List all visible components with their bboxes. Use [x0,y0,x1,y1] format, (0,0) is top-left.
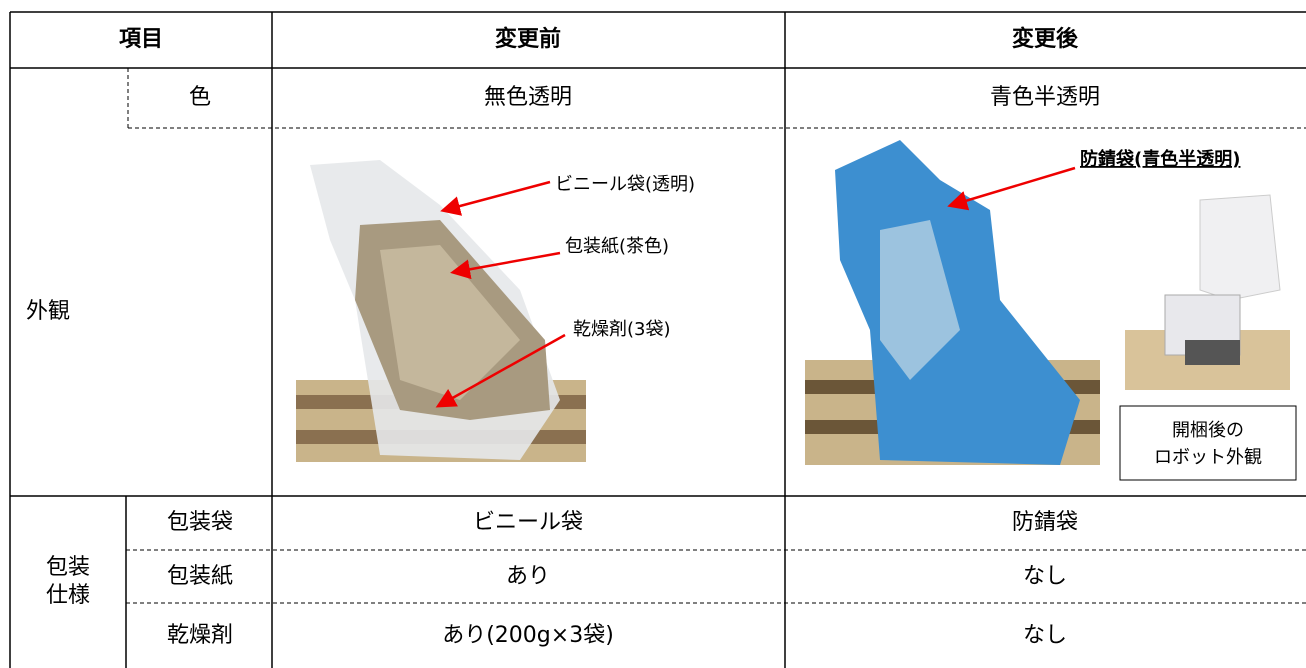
cell: 防錆袋 [1012,510,1078,535]
callout: 乾燥剤(3袋) [573,319,671,340]
after-color: 青色半透明 [990,85,1100,110]
caption: 開梱後の [1172,420,1244,441]
cell: なし [1023,564,1067,589]
cell: あり [506,564,550,589]
after-photo [805,140,1290,465]
before-photo [296,160,586,462]
cell: なし [1023,623,1067,648]
table-grid [9,11,1306,668]
appearance-label: 外観 [26,299,70,324]
caption: ロボット外観 [1154,447,1262,468]
callout: 防錆袋(青色半透明) [1080,148,1240,170]
cell: 包装紙 [167,564,233,589]
callout: ビニール袋(透明) [555,174,695,195]
header-before: 変更前 [495,26,561,52]
cell: 乾燥剤 [167,623,233,648]
cell: 包装袋 [167,510,233,535]
color-label: 色 [189,85,211,110]
caption-box [1119,405,1297,481]
before-color: 無色透明 [484,85,572,110]
cell: ビニール袋 [473,510,583,535]
cell: あり(200g×3袋) [442,623,614,648]
header-item: 項目 [119,27,163,52]
header-after: 変更後 [1012,26,1079,52]
packaging-label: 仕様 [46,583,90,608]
packaging-label: 包装 [46,555,90,580]
callout: 包装紙(茶色) [565,236,669,257]
